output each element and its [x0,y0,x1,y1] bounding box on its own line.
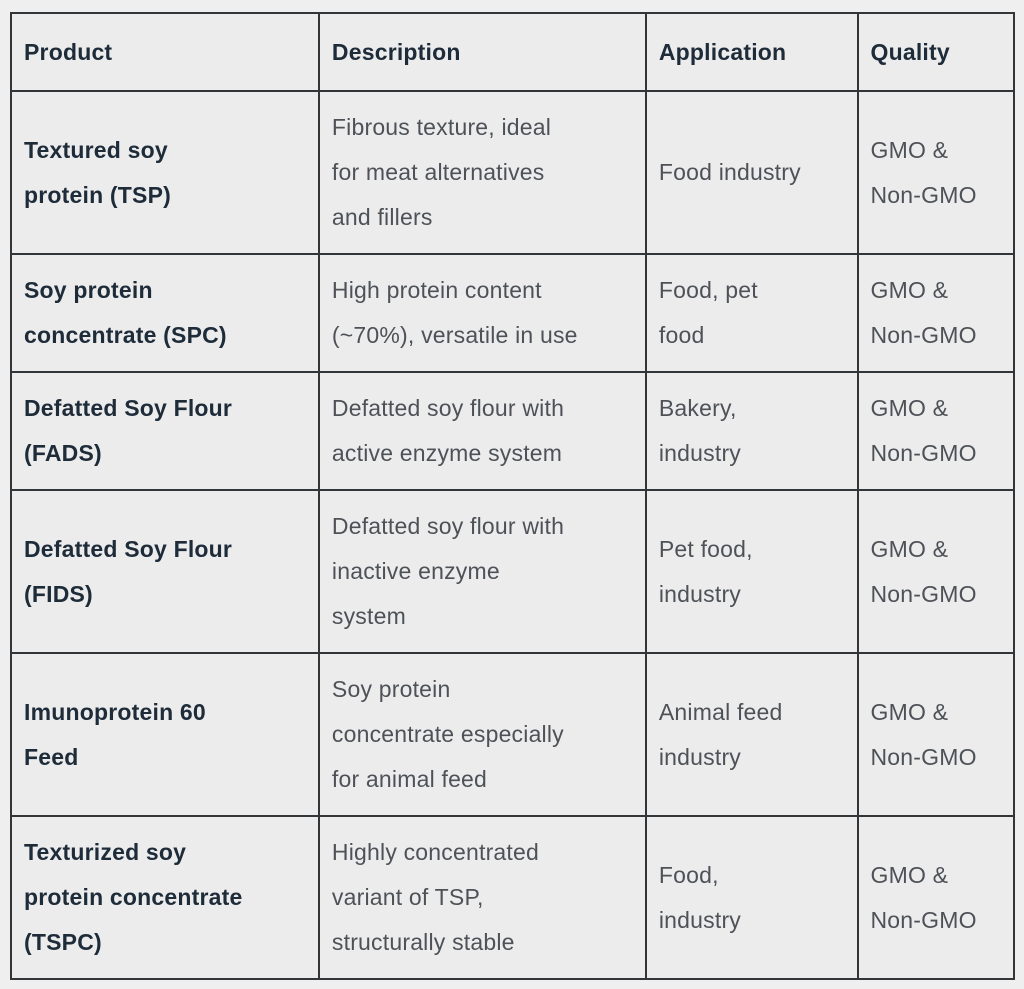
quality-cell: GMO & Non-GMO [856,489,1015,654]
quality-cell: GMO & Non-GMO [856,90,1015,255]
description-cell: Highly concentrated variant of TSP, stru… [317,815,647,980]
table-row: Soy protein concentrate (SPC) High prote… [10,253,1015,373]
description-cell: Defatted soy flour with inactive enzyme … [317,489,647,654]
column-header-application: Application [644,12,859,92]
application-cell: Animal feed industry [644,652,859,817]
product-cell: Soy protein concentrate (SPC) [10,253,320,373]
product-cell: Defatted Soy Flour (FIDS) [10,489,320,654]
table-row: Imunoprotein 60 Feed Soy protein concent… [10,652,1015,817]
description-cell: Soy protein concentrate especially for a… [317,652,647,817]
application-cell: Food industry [644,90,859,255]
quality-cell: GMO & Non-GMO [856,652,1015,817]
product-cell: Defatted Soy Flour (FADS) [10,371,320,491]
table-row: Defatted Soy Flour (FADS) Defatted soy f… [10,371,1015,491]
description-cell: High protein content (~70%), versatile i… [317,253,647,373]
quality-cell: GMO & Non-GMO [856,253,1015,373]
application-cell: Food, pet food [644,253,859,373]
product-cell: Texturized soy protein concentrate (TSPC… [10,815,320,980]
description-cell: Defatted soy flour with active enzyme sy… [317,371,647,491]
product-cell: Imunoprotein 60 Feed [10,652,320,817]
quality-cell: GMO & Non-GMO [856,815,1015,980]
table-row: Texturized soy protein concentrate (TSPC… [10,815,1015,980]
header-row: Product Description Application Quality [10,12,1015,92]
column-header-product: Product [10,12,320,92]
table-row: Defatted Soy Flour (FIDS) Defatted soy f… [10,489,1015,654]
product-cell: Textured soy protein (TSP) [10,90,320,255]
quality-cell: GMO & Non-GMO [856,371,1015,491]
application-cell: Bakery, industry [644,371,859,491]
table-row: Textured soy protein (TSP) Fibrous textu… [10,90,1015,255]
application-cell: Pet food, industry [644,489,859,654]
column-header-quality: Quality [856,12,1015,92]
application-cell: Food, industry [644,815,859,980]
column-header-description: Description [317,12,647,92]
product-specification-table: Product Description Application Quality … [10,12,1015,980]
description-cell: Fibrous texture, ideal for meat alternat… [317,90,647,255]
